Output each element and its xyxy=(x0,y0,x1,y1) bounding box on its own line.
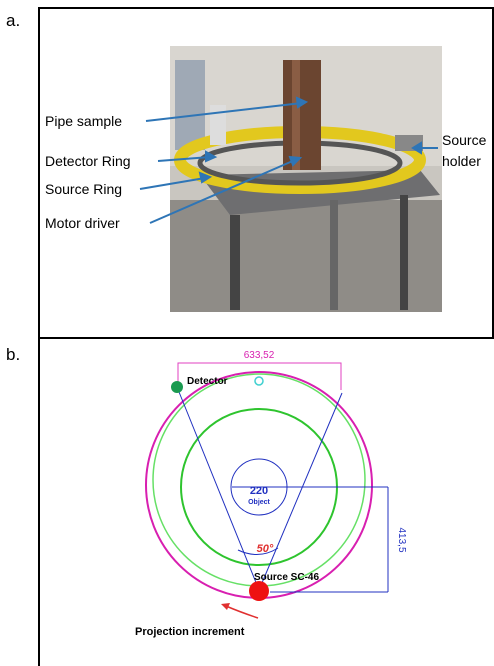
source-dot xyxy=(249,581,269,601)
annotation: holder xyxy=(442,153,481,169)
panel-label: b. xyxy=(6,345,20,364)
object-size: 220 xyxy=(250,485,268,497)
dimension-label: 633,52 xyxy=(244,350,275,361)
detector-dot xyxy=(171,381,183,393)
annotation: Source Ring xyxy=(45,181,122,197)
dimension-label: 413,5 xyxy=(396,527,407,552)
panel-label: a. xyxy=(6,11,20,30)
annotation: Pipe sample xyxy=(45,113,122,129)
detector-label: Detector xyxy=(187,376,228,387)
figure: a. b. Pipe sample Detector Ring Source R… xyxy=(0,0,494,666)
source-label: Source SC-46 xyxy=(254,572,319,583)
angle-label: 50° xyxy=(257,543,274,555)
object-label: Object xyxy=(248,499,270,506)
caption: Projection increment xyxy=(135,626,245,638)
annotation: Source xyxy=(442,132,487,148)
annotation: Detector Ring xyxy=(45,153,131,169)
annotation: Motor driver xyxy=(45,215,120,231)
page: {"panel_a": {"label": "a.", "annotations… xyxy=(0,0,494,666)
photo xyxy=(170,46,442,312)
